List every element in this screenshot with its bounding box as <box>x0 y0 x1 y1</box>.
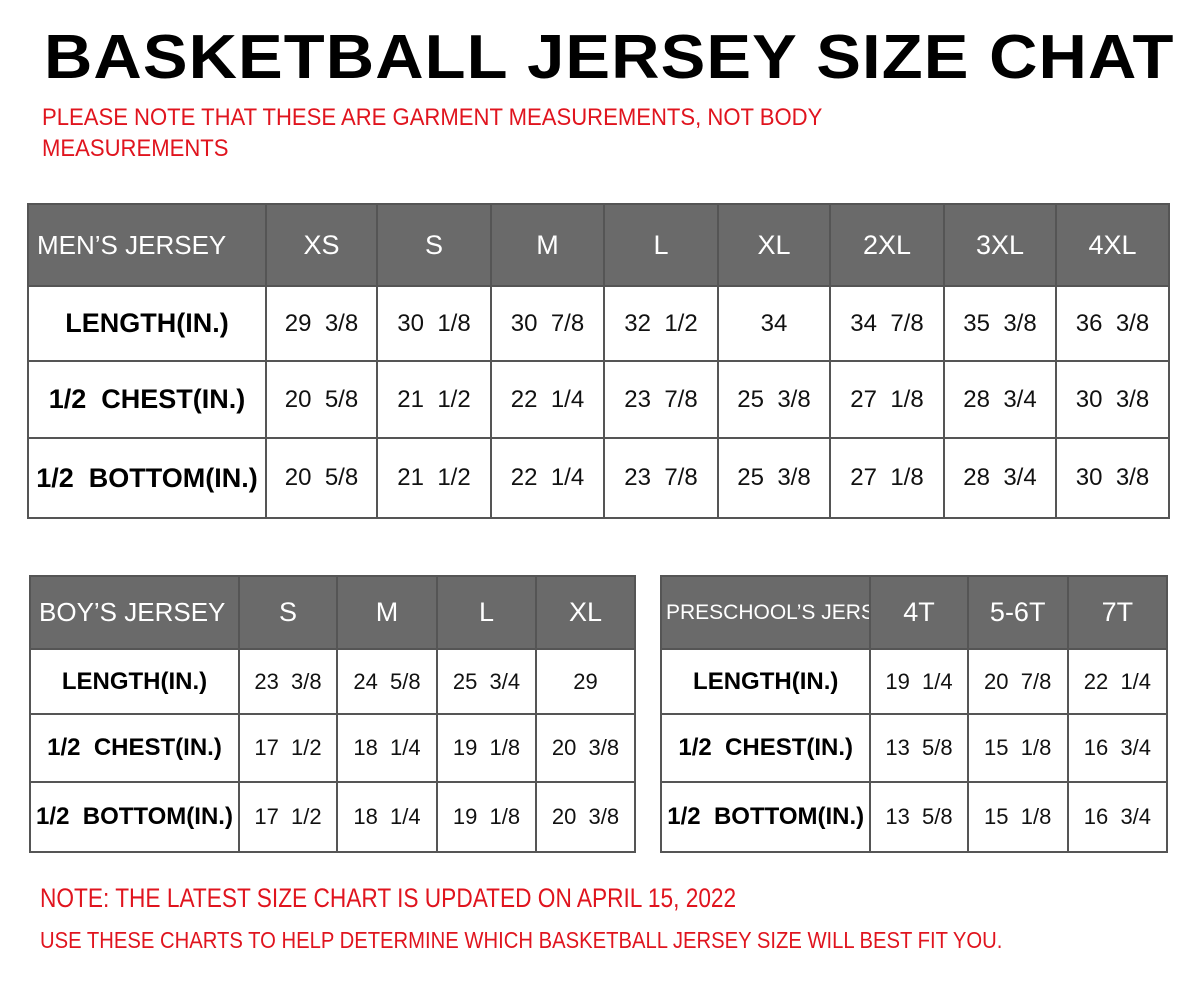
size-header: 5-6T <box>966 575 1069 650</box>
measurement-value: 28 3/4 <box>943 360 1057 439</box>
size-header: S <box>238 575 338 650</box>
measurement-label: 1/2 CHEST(IN.) <box>29 713 240 783</box>
measurement-value: 21 1/2 <box>376 360 492 439</box>
measurement-value: 13 5/8 <box>869 713 969 783</box>
boys-size-table: BOY’S JERSEY S M L XL LENGTH(IN.) 23 3/8 24 5/8… <box>29 575 636 853</box>
measurement-value: 30 3/8 <box>1055 360 1170 439</box>
measurement-value: 16 3/4 <box>1066 713 1169 783</box>
size-header: S <box>376 203 492 287</box>
fit-note: USE THESE CHARTS TO HELP DETERMINE WHICH… <box>40 927 1003 953</box>
measurement-value: 21 1/2 <box>376 437 492 519</box>
measurement-value: 30 1/8 <box>376 285 492 362</box>
table-row: 1/2 BOTTOM(IN.) 13 5/8 15 1/8 16 3/4 <box>659 781 1169 853</box>
measurement-value: 20 7/8 <box>966 648 1069 715</box>
size-header: XL <box>535 575 636 650</box>
measurement-value: 17 1/2 <box>238 713 338 783</box>
measurement-value: 20 3/8 <box>535 781 636 853</box>
size-header: 7T <box>1066 575 1169 650</box>
measurement-value: 30 3/8 <box>1055 437 1170 519</box>
measurement-value: 20 5/8 <box>265 360 378 439</box>
page-title: BASKETBALL JERSEY SIZE CHAT <box>44 23 1175 92</box>
measurement-value: 20 3/8 <box>535 713 636 783</box>
measurement-value: 17 1/2 <box>238 781 338 853</box>
size-header: 4T <box>869 575 969 650</box>
measurement-value: 25 3/8 <box>717 360 831 439</box>
header-row: BOY’S JERSEY S M L XL <box>29 575 636 650</box>
measurement-value: 23 7/8 <box>603 360 719 439</box>
measurement-value: 20 5/8 <box>265 437 378 519</box>
measurement-label: LENGTH(IN.) <box>27 285 267 362</box>
measurement-value: 19 1/4 <box>869 648 969 715</box>
preschool-size-table: PRESCHOOL’S JERSEY4T5-6T7TLENGTH(IN.)19 … <box>659 575 1169 853</box>
measurement-value: 24 5/8 <box>336 648 438 715</box>
table-row: 1/2 CHEST(IN.) 13 5/8 15 1/8 16 3/4 <box>659 713 1169 783</box>
table-row: LENGTH(IN.) 19 1/4 20 7/8 22 1/4 <box>659 648 1169 715</box>
measurement-value: 23 3/8 <box>238 648 338 715</box>
table-row: LENGTH(IN.) 23 3/8 24 5/8 25 3/4 29 <box>29 648 636 715</box>
table-title: BOY’S JERSEY <box>29 575 240 650</box>
table-row: 1/2 BOTTOM(IN.) 17 1/2 18 1/4 19 1/8 20 3/8 <box>29 781 636 853</box>
table-title: MEN’S JERSEY <box>27 203 267 287</box>
table-row: LENGTH(IN.) 29 3/8 30 1/8 30 7/8 32 1/2 34 34 … <box>27 285 1170 362</box>
measurement-value: 27 1/8 <box>829 360 945 439</box>
measurement-value: 29 3/8 <box>265 285 378 362</box>
measurement-value: 25 3/4 <box>436 648 537 715</box>
size-header: XL <box>717 203 831 287</box>
measurement-value: 19 1/8 <box>436 713 537 783</box>
measurement-value: 34 7/8 <box>829 285 945 362</box>
measurement-value: 15 1/8 <box>966 781 1069 853</box>
table-row: 1/2 CHEST(IN.) 17 1/2 18 1/4 19 1/8 20 3/8 <box>29 713 636 783</box>
table-row: 1/2 BOTTOM(IN.) 20 5/8 21 1/2 22 1/4 23 7/8 2… <box>27 437 1170 519</box>
measurement-value: 22 1/4 <box>490 437 605 519</box>
measurement-label: 1/2 CHEST(IN.) <box>659 713 872 783</box>
header-row: MEN’S JERSEY XS S M L XL 2XL 3XL 4XL <box>27 203 1170 287</box>
measurement-value: 23 7/8 <box>603 437 719 519</box>
update-note: NOTE: THE LATEST SIZE CHART IS UPDATED O… <box>40 883 737 913</box>
measurement-value: 35 3/8 <box>943 285 1057 362</box>
size-header: L <box>436 575 537 650</box>
measurement-value: 30 7/8 <box>490 285 605 362</box>
measurement-value: 27 1/8 <box>829 437 945 519</box>
measurement-value: 32 1/2 <box>603 285 719 362</box>
measurement-value: 18 1/4 <box>336 781 438 853</box>
size-header: L <box>603 203 719 287</box>
measurement-value: 29 <box>535 648 636 715</box>
size-header: 4XL <box>1055 203 1170 287</box>
measurement-label: 1/2 BOTTOM(IN.) <box>659 781 872 853</box>
measurement-value: 25 3/8 <box>717 437 831 519</box>
measurement-label: 1/2 BOTTOM(IN.) <box>29 781 240 853</box>
size-header: M <box>490 203 605 287</box>
measurement-value: 15 1/8 <box>966 713 1069 783</box>
measurement-value: 16 3/4 <box>1066 781 1169 853</box>
measurement-label: LENGTH(IN.) <box>659 648 872 715</box>
size-header: 3XL <box>943 203 1057 287</box>
size-header: 2XL <box>829 203 945 287</box>
measurement-value: 34 <box>717 285 831 362</box>
measurement-label: LENGTH(IN.) <box>29 648 240 715</box>
measurement-label: 1/2 BOTTOM(IN.) <box>27 437 267 519</box>
mens-size-table: MEN’S JERSEY XS S M L XL 2XL 3XL 4XL LENGTH(IN.) 2… <box>27 203 1170 519</box>
garment-note: PLEASE NOTE THAT THESE ARE GARMENT MEASU… <box>42 104 822 162</box>
measurement-value: 19 1/8 <box>436 781 537 853</box>
table-row: 1/2 CHEST(IN.) 20 5/8 21 1/2 22 1/4 23 7/8 25… <box>27 360 1170 439</box>
measurement-value: 22 1/4 <box>490 360 605 439</box>
measurement-value: 22 1/4 <box>1066 648 1169 715</box>
measurement-value: 13 5/8 <box>869 781 969 853</box>
measurement-value: 28 3/4 <box>943 437 1057 519</box>
measurement-value: 36 3/8 <box>1055 285 1170 362</box>
measurement-label: 1/2 CHEST(IN.) <box>27 360 267 439</box>
size-header: M <box>336 575 438 650</box>
size-header: XS <box>265 203 378 287</box>
measurement-value: 18 1/4 <box>336 713 438 783</box>
table-title: PRESCHOOL’S JERSEY <box>659 575 872 650</box>
